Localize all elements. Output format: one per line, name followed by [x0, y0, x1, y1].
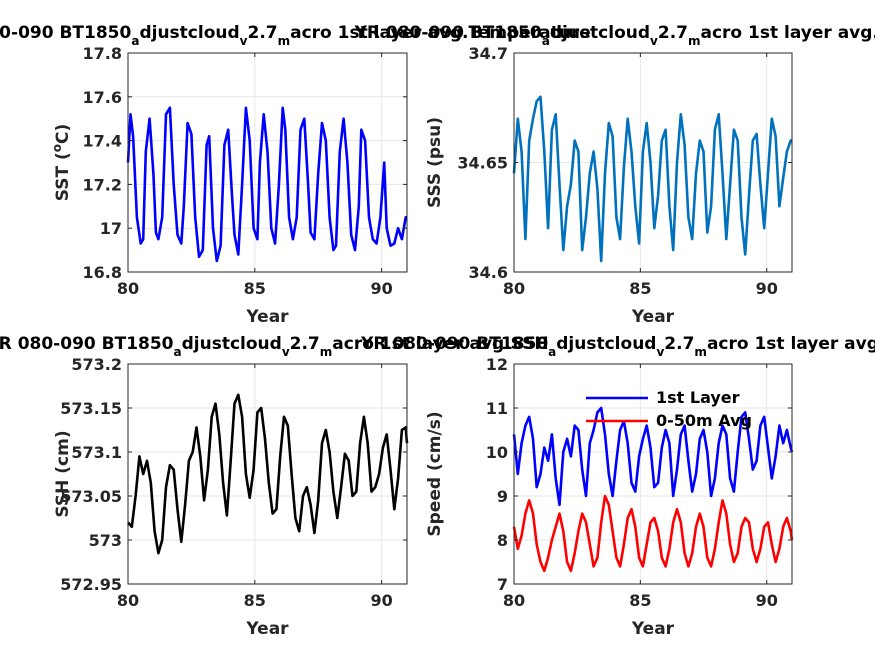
x-tick-label: 90 [371, 279, 393, 298]
x-tick-label: 90 [756, 591, 778, 610]
chart-title: YR 080-090 BT1850adjustcloudv2.7macro 1s… [0, 23, 591, 48]
y-tick-label: 17.6 [83, 88, 122, 107]
x-axis-label: Year [631, 307, 675, 327]
x-tick-label: 85 [629, 591, 651, 610]
chart-title: YR 080-090 BT1850adjustcloudv2.7macro 1s… [0, 334, 549, 359]
y-axis-label: SST (oC) [50, 124, 73, 202]
legend-label: 0-50m Avg [656, 411, 752, 430]
series-line-1 [127, 393, 409, 555]
y-tick-label: 573.05 [60, 487, 122, 506]
y-tick-label: 17.2 [83, 175, 122, 194]
chart-title: YR 080-090 BT1850adjustcloudv2.7macro 1s… [360, 334, 875, 359]
chart-title: YR 080-090 BT1850adjustcloudv2.7macro 1s… [354, 23, 875, 48]
x-axis-label: Year [631, 619, 675, 639]
y-tick-label: 17 [100, 219, 122, 238]
subplot-4: 80 85 90 7 8 9 10 11 12 Year Speed (cm/s) YR 080-09… [360, 334, 875, 639]
y-tick-label: 573.1 [71, 443, 122, 462]
y-tick-label: 9 [497, 487, 508, 506]
series-line-2 [512, 494, 794, 573]
y-tick-label: 572.95 [60, 575, 122, 594]
axes-frame [127, 363, 408, 585]
x-tick-label: 85 [629, 279, 651, 298]
y-tick-label: 17.4 [83, 132, 122, 151]
y-tick-label: 8 [497, 531, 508, 550]
x-tick-label: 90 [756, 279, 778, 298]
y-tick-label: 10 [486, 443, 508, 462]
y-tick-label: 573.15 [60, 399, 122, 418]
y-tick-label: 34.6 [469, 263, 508, 282]
legend: 1st Layer 0-50m Avg [586, 388, 752, 430]
legend-label: 1st Layer [656, 388, 740, 407]
y-axis-label: SSS (psu) [425, 117, 445, 208]
subplot-3: 80 85 90 572.95 573 573.05 573.1 573.15 573.2 Yea… [0, 334, 549, 639]
x-tick-label: 80 [117, 279, 139, 298]
subplot-1: 80 85 90 16.8 17 17.2 17.4 17.6 17.8 Year SST (oC)… [0, 23, 591, 327]
y-tick-label: 17.8 [83, 44, 122, 63]
x-tick-label: 80 [117, 591, 139, 610]
y-tick-label: 34.7 [469, 44, 508, 63]
y-tick-label: 7 [497, 575, 508, 594]
y-axis-label: SSH (cm) [53, 430, 73, 517]
y-tick-label: 12 [486, 355, 508, 374]
subplot-2: 80 85 90 34.6 34.65 34.7 Year SSS (psu) YR 080-0… [354, 23, 875, 327]
x-axis-label: Year [245, 619, 289, 639]
x-tick-label: 80 [503, 591, 525, 610]
series-line-1 [512, 95, 793, 263]
x-tick-label: 80 [503, 279, 525, 298]
y-tick-label: 11 [486, 399, 508, 418]
axes-frame [127, 52, 408, 273]
y-tick-label: 573.2 [71, 355, 122, 374]
y-axis-label: Speed (cm/s) [425, 411, 445, 536]
series-line-1 [512, 406, 794, 507]
y-tick-label: 34.65 [457, 154, 508, 173]
x-tick-label: 90 [371, 591, 393, 610]
y-tick-label: 16.8 [83, 263, 122, 282]
axes-frame [513, 363, 793, 585]
x-axis-label: Year [245, 307, 289, 327]
series-line-1 [126, 106, 408, 263]
x-tick-label: 85 [244, 279, 266, 298]
y-tick-label: 573 [89, 531, 122, 550]
x-tick-label: 85 [244, 591, 266, 610]
